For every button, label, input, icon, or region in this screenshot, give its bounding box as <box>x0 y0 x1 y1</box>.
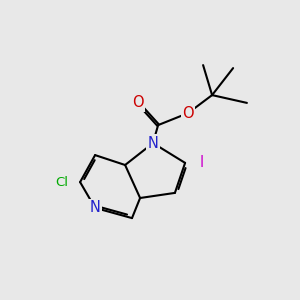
Text: I: I <box>200 155 204 170</box>
Text: O: O <box>182 106 194 121</box>
Text: N: N <box>148 136 158 151</box>
Text: O: O <box>132 95 144 110</box>
Text: N: N <box>90 200 101 215</box>
Text: Cl: Cl <box>56 176 69 189</box>
